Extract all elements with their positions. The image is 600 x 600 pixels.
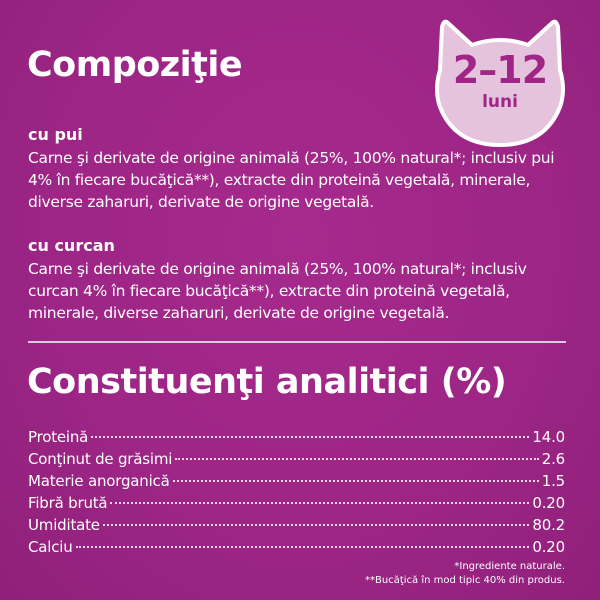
analytics-table: Proteină 14.0 Conţinut de grăsimi 2.6 Mate… [28, 428, 565, 560]
row-value: 14.0 [532, 428, 565, 446]
analytics-title: Constituenţi analitici (%) [27, 362, 507, 402]
footnotes: *Ingrediente naturale. **Bucăţică în mod… [365, 560, 565, 588]
row-value: 80.2 [532, 516, 565, 534]
dot-leader [172, 480, 539, 482]
row-label: Calciu [28, 538, 73, 556]
row-value: 0.20 [532, 538, 565, 556]
footnote: *Ingrediente naturale. [454, 561, 565, 572]
table-row: Materie anorganică 1.5 [28, 472, 565, 494]
table-row: Conţinut de grăsimi 2.6 [28, 450, 565, 472]
row-value: 0.20 [532, 494, 565, 512]
row-label: Proteină [28, 428, 89, 446]
table-row: Calciu 0.20 [28, 538, 565, 560]
dot-leader [110, 502, 530, 504]
row-label: Conţinut de grăsimi [28, 450, 173, 468]
table-row: Proteină 14.0 [28, 428, 565, 450]
section-heading: cu pui [28, 125, 83, 144]
dot-leader [175, 458, 539, 460]
section-heading: cu curcan [28, 236, 115, 255]
dot-leader [102, 524, 530, 526]
badge-age: 2–12 [452, 48, 548, 92]
table-row: Fibră brută 0.20 [28, 494, 565, 516]
row-label: Materie anorganică [28, 472, 170, 490]
footnote: **Bucăţică în mod tipic 40% din produs. [365, 575, 565, 586]
row-value: 2.6 [541, 450, 565, 468]
cat-head-icon [435, 19, 565, 147]
section-text: Carne şi derivate de origine animală (25… [28, 260, 527, 322]
dot-leader [91, 436, 530, 438]
row-value: 1.5 [541, 472, 565, 490]
table-row: Umiditate 80.2 [28, 516, 565, 538]
row-label: Umiditate [28, 516, 100, 534]
composition-title: Compoziţie [27, 45, 243, 85]
section-text: Carne şi derivate de origine animală (25… [28, 149, 555, 211]
divider [28, 341, 566, 343]
badge-unit: luni [482, 92, 518, 112]
row-label: Fibră brută [28, 494, 108, 512]
dot-leader [75, 546, 530, 548]
